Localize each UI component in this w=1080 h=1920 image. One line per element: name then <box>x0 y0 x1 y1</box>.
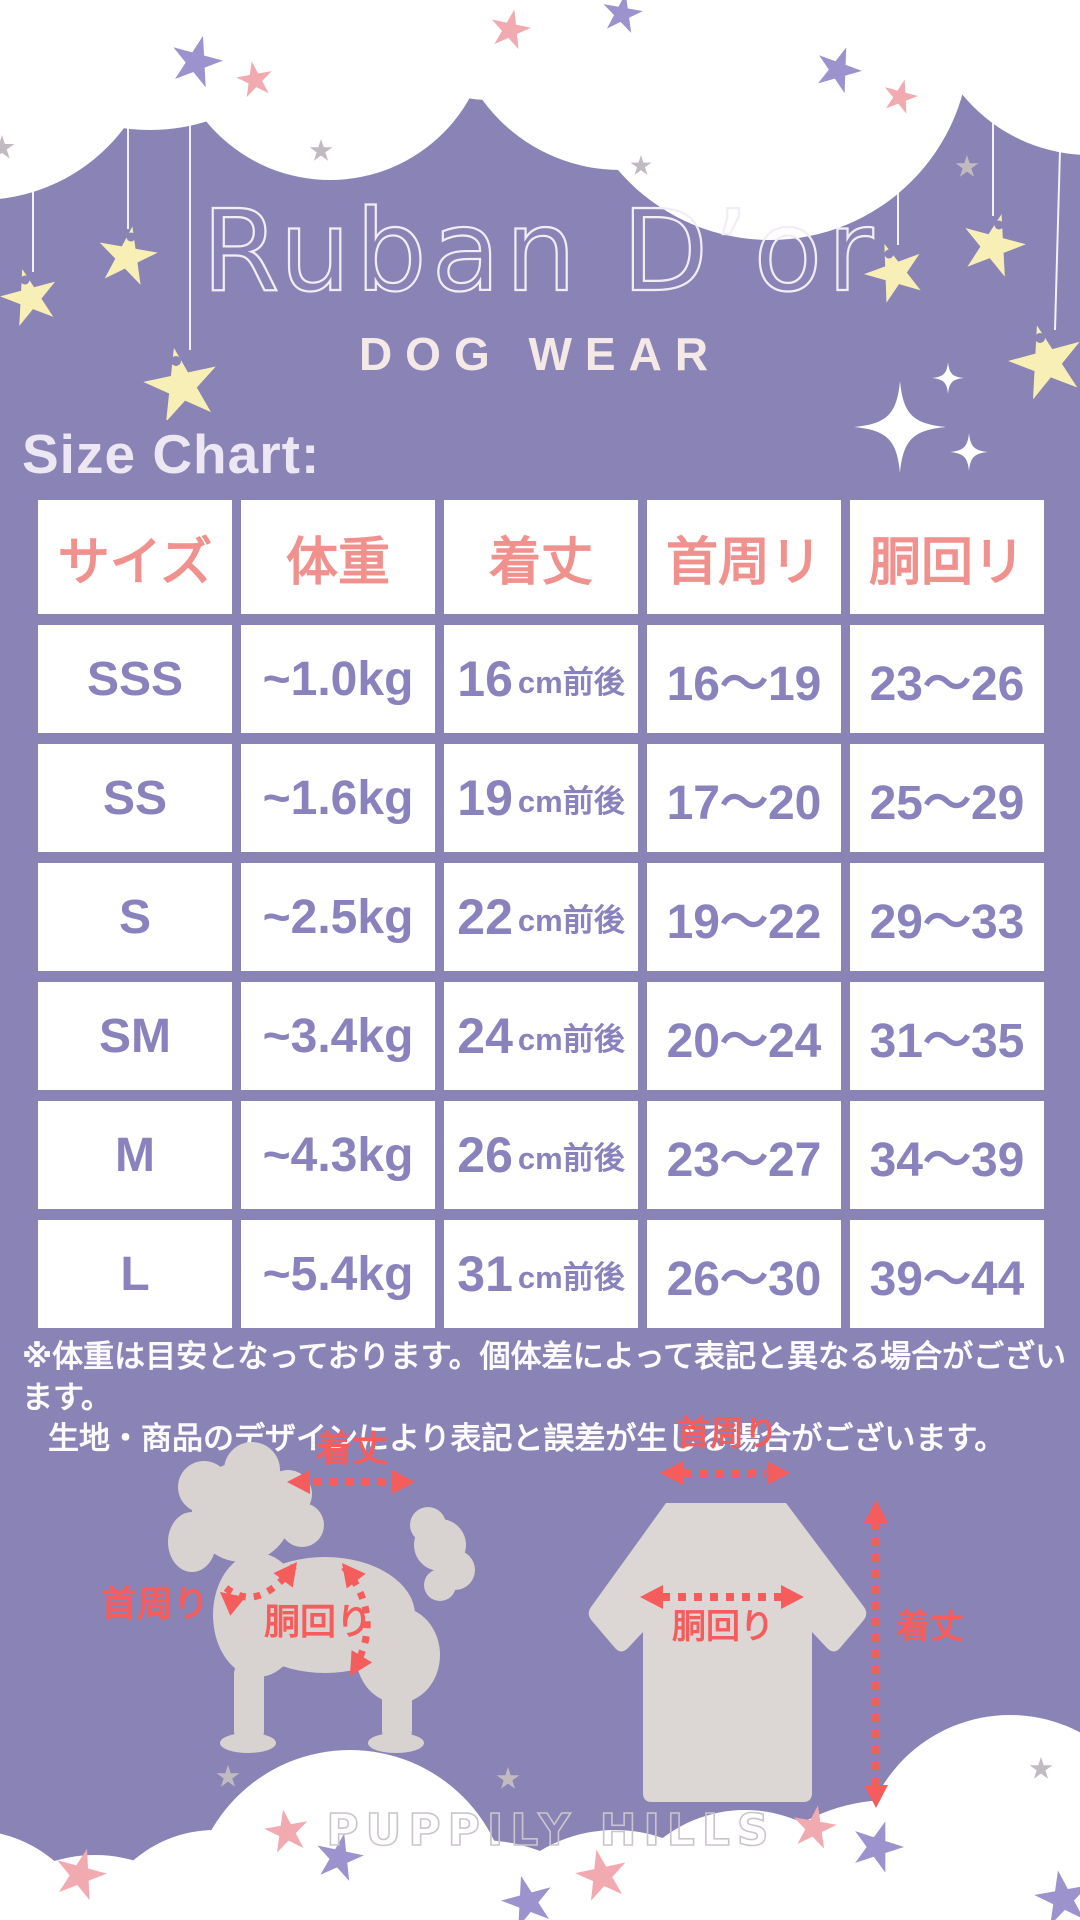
length-suffix: cm前後 <box>517 783 625 819</box>
dog-girth-label: 胴回り <box>264 1601 372 1642</box>
dog-neck-label: 首周り <box>101 1583 209 1624</box>
note-line-2: 生地・商品のデザインにより表記と誤差が生じる場合がございます。 <box>48 1421 1006 1456</box>
length-value: 22 <box>457 889 513 945</box>
cell-weight: ~3.4kg <box>241 982 435 1090</box>
cell-neck: 16〜19 <box>647 625 841 733</box>
cell-size: M <box>38 1101 232 1209</box>
cell-girth: 29〜33 <box>850 863 1044 971</box>
shirt-length-label: 着丈 <box>895 1608 964 1646</box>
cell-size: SSS <box>38 625 232 733</box>
sparkle-cluster <box>854 362 988 473</box>
cell-girth: 25〜29 <box>850 744 1044 852</box>
length-value: 16 <box>457 651 513 707</box>
tshirt-silhouette <box>588 1503 867 1802</box>
disclaimer-notes: ※体重は目安となっております。個体差によって表記と異なる場合がございます。 生地… <box>22 1336 1067 1459</box>
length-suffix: cm前後 <box>517 902 625 938</box>
cell-length: 26 cm前後 <box>444 1101 638 1209</box>
shirt-neck-label: 首周り <box>676 1415 778 1453</box>
shirt-measure-marks <box>640 1461 888 1808</box>
cell-neck: 23〜27 <box>647 1101 841 1209</box>
cell-weight: ~2.5kg <box>241 863 435 971</box>
cell-girth: 31〜35 <box>850 982 1044 1090</box>
cell-length: 22 cm前後 <box>444 863 638 971</box>
shirt-girth-label: 胴回り <box>672 1608 774 1646</box>
cell-length: 19 cm前後 <box>444 744 638 852</box>
cell-length: 31 cm前後 <box>444 1220 638 1328</box>
cell-size: S <box>38 863 232 971</box>
size-table: サイズ 体重 着丈 首周リ 胴回リ SSS ~1.0kg 16 cm前後 16〜1… <box>38 500 1044 1328</box>
cell-girth: 23〜26 <box>850 625 1044 733</box>
length-value: 24 <box>457 1008 513 1064</box>
col-header-length: 着丈 <box>444 500 638 614</box>
cell-neck: 26〜30 <box>647 1220 841 1328</box>
cell-neck: 20〜24 <box>647 982 841 1090</box>
top-clouds-decoration <box>0 0 1080 420</box>
cell-neck: 19〜22 <box>647 863 841 971</box>
size-chart-heading: Size Chart: <box>22 423 321 485</box>
dog-measure-marks <box>212 1470 415 1683</box>
footer-brand: PUPPILY HILLS <box>326 1805 775 1856</box>
length-value: 26 <box>457 1127 513 1183</box>
length-suffix: cm前後 <box>517 1259 625 1295</box>
length-value: 19 <box>457 770 513 826</box>
brand-title: Ruban D’or <box>202 187 879 315</box>
star-string-holes <box>20 220 1045 366</box>
cell-weight: ~4.3kg <box>241 1101 435 1209</box>
cell-size: SM <box>38 982 232 1090</box>
dog-length-label: 着丈 <box>316 1428 388 1469</box>
cell-weight: ~1.0kg <box>241 625 435 733</box>
measurement-diagrams: 着丈 首周り 胴回り 首周り 胴回り 着丈 <box>101 1415 964 1808</box>
top-clouds <box>0 0 1080 240</box>
length-suffix: cm前後 <box>517 1140 625 1176</box>
brand-subtitle: DOG WEAR <box>358 328 722 380</box>
col-header-weight: 体重 <box>241 500 435 614</box>
dog-silhouette <box>168 1442 475 1753</box>
cell-girth: 34〜39 <box>850 1101 1044 1209</box>
cell-girth: 39〜44 <box>850 1220 1044 1328</box>
cell-length: 24 cm前後 <box>444 982 638 1090</box>
cell-neck: 17〜20 <box>647 744 841 852</box>
col-header-neck: 首周リ <box>647 500 841 614</box>
note-line-1: ※体重は目安となっております。個体差によって表記と異なる場合がございます。 <box>22 1339 1067 1415</box>
length-suffix: cm前後 <box>517 1021 625 1057</box>
length-value: 31 <box>457 1246 513 1302</box>
col-header-size: サイズ <box>38 500 232 614</box>
cell-length: 16 cm前後 <box>444 625 638 733</box>
cell-size: SS <box>38 744 232 852</box>
cell-size: L <box>38 1220 232 1328</box>
length-suffix: cm前後 <box>517 664 625 700</box>
cell-weight: ~5.4kg <box>241 1220 435 1328</box>
cell-weight: ~1.6kg <box>241 744 435 852</box>
col-header-girth: 胴回リ <box>850 500 1044 614</box>
bottom-clouds-decoration: PUPPILY HILLS <box>0 1715 1080 1920</box>
brand-title-block: Ruban D’or <box>201 186 879 315</box>
